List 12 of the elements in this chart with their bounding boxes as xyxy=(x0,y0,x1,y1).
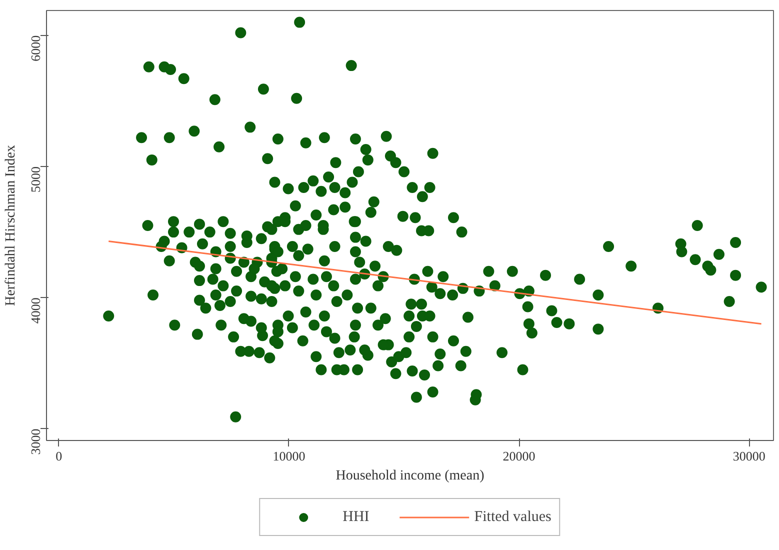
x-axis-title: Household income (mean) xyxy=(336,468,485,484)
y-axis-title: Herfindahl Hirschman Index xyxy=(4,145,18,306)
y-tick-label: 5000 xyxy=(28,166,43,193)
x-tick-label: 30000 xyxy=(732,448,766,464)
y-tick-label: 4000 xyxy=(28,298,43,324)
x-tick-label: 0 xyxy=(56,448,62,464)
legend-label: HHI xyxy=(342,508,370,526)
x-tick-label: 20000 xyxy=(502,448,536,464)
legend-label: Fitted values xyxy=(474,508,552,526)
y-tick-label: 6000 xyxy=(28,35,43,62)
y-tick-label: 3000 xyxy=(28,428,43,455)
x-tick-label: 10000 xyxy=(272,448,306,464)
